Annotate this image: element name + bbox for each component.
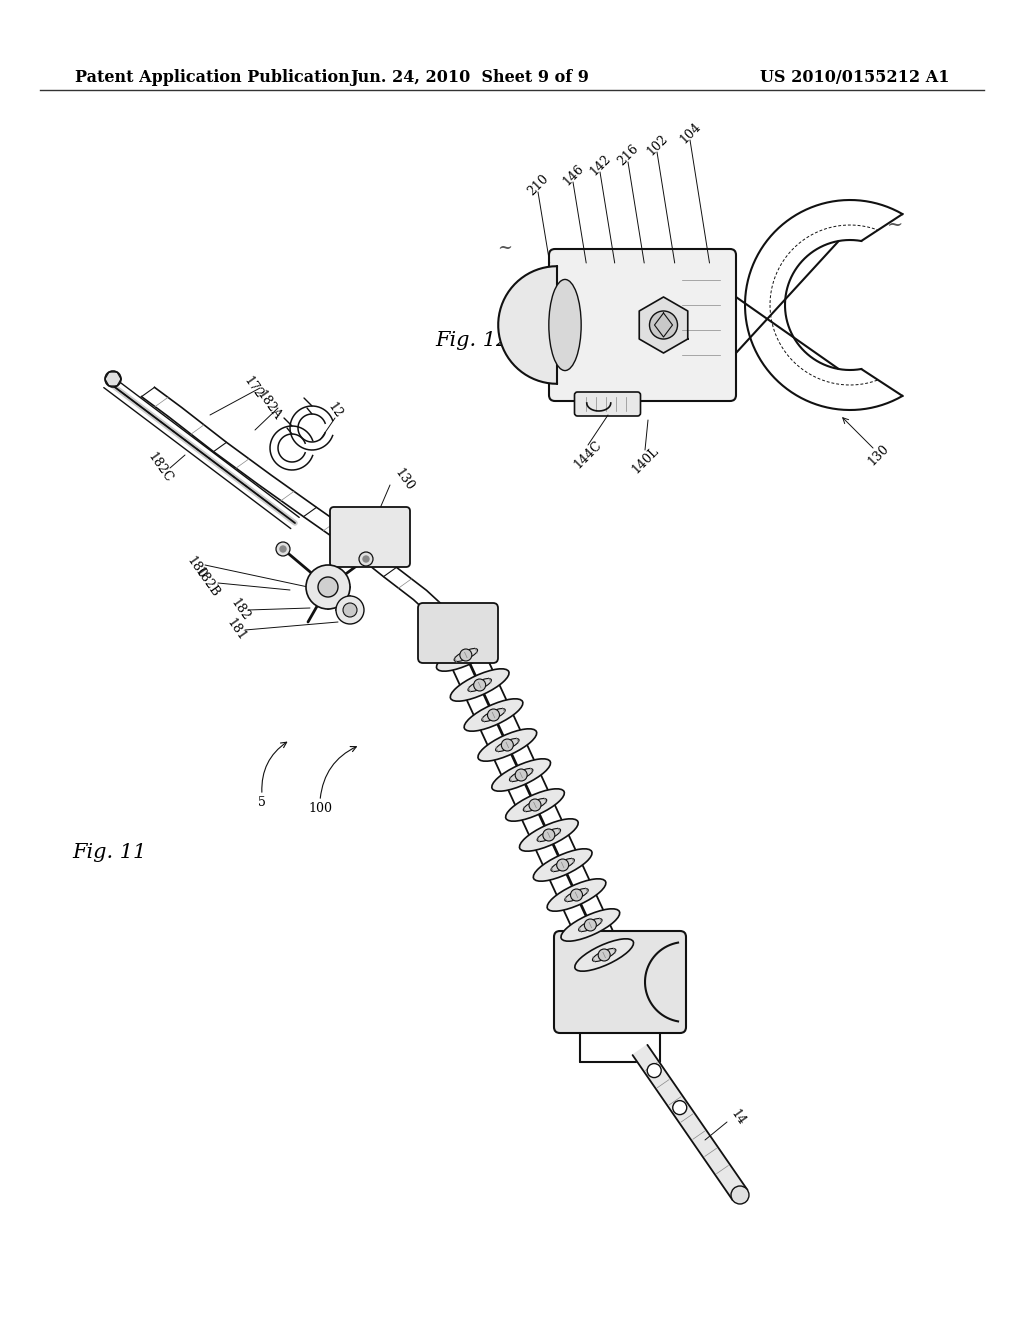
Text: ~: ~: [498, 239, 512, 257]
Text: Fig. 11: Fig. 11: [72, 842, 146, 862]
Polygon shape: [639, 297, 688, 352]
Ellipse shape: [492, 759, 551, 791]
Ellipse shape: [451, 669, 509, 701]
Circle shape: [543, 829, 555, 841]
Circle shape: [474, 678, 485, 690]
Text: 216: 216: [615, 143, 641, 168]
Circle shape: [529, 799, 541, 810]
Ellipse shape: [579, 919, 602, 932]
Circle shape: [105, 371, 121, 387]
Text: 181: 181: [223, 616, 248, 644]
Ellipse shape: [519, 818, 579, 851]
Circle shape: [359, 552, 373, 566]
Text: Fig. 12: Fig. 12: [435, 330, 509, 350]
Circle shape: [649, 312, 678, 339]
Text: 182C: 182C: [145, 450, 175, 486]
Ellipse shape: [478, 729, 537, 762]
Ellipse shape: [574, 939, 634, 972]
Circle shape: [280, 546, 286, 552]
Circle shape: [502, 739, 513, 751]
Polygon shape: [633, 1045, 748, 1200]
Circle shape: [570, 888, 583, 902]
Text: 182B: 182B: [193, 566, 222, 601]
Ellipse shape: [547, 879, 606, 911]
Ellipse shape: [436, 639, 496, 671]
Ellipse shape: [549, 280, 582, 371]
Ellipse shape: [454, 648, 477, 661]
Ellipse shape: [481, 709, 505, 722]
Text: ~: ~: [887, 216, 903, 234]
Circle shape: [647, 1064, 662, 1077]
Circle shape: [306, 565, 350, 609]
Text: 130: 130: [392, 466, 417, 494]
Ellipse shape: [523, 799, 547, 812]
Ellipse shape: [538, 829, 560, 841]
Circle shape: [276, 543, 290, 556]
Ellipse shape: [561, 908, 620, 941]
FancyBboxPatch shape: [554, 931, 686, 1034]
Circle shape: [598, 949, 610, 961]
Circle shape: [318, 577, 338, 597]
Ellipse shape: [506, 789, 564, 821]
Ellipse shape: [464, 698, 523, 731]
Circle shape: [487, 709, 500, 721]
FancyBboxPatch shape: [574, 392, 640, 416]
Ellipse shape: [496, 738, 519, 751]
FancyBboxPatch shape: [549, 249, 736, 401]
Circle shape: [673, 1101, 687, 1114]
Text: 130: 130: [865, 442, 891, 469]
Text: 102: 102: [644, 132, 670, 158]
Ellipse shape: [534, 849, 592, 882]
Ellipse shape: [593, 949, 615, 961]
Text: 146: 146: [560, 162, 586, 187]
Circle shape: [362, 556, 369, 562]
Circle shape: [460, 649, 472, 661]
Ellipse shape: [565, 888, 588, 902]
Text: 5: 5: [258, 796, 266, 808]
Text: 182: 182: [227, 597, 252, 623]
Text: Patent Application Publication: Patent Application Publication: [75, 70, 350, 87]
Ellipse shape: [509, 768, 532, 781]
Text: 12: 12: [326, 400, 345, 420]
Text: 210: 210: [525, 172, 551, 198]
Text: 104: 104: [677, 120, 703, 147]
Circle shape: [585, 919, 596, 931]
Text: US 2010/0155212 A1: US 2010/0155212 A1: [761, 70, 950, 87]
Circle shape: [731, 1185, 749, 1204]
Text: 182A: 182A: [254, 388, 283, 422]
Text: 140L: 140L: [629, 444, 662, 477]
FancyBboxPatch shape: [418, 603, 498, 663]
Text: 14: 14: [728, 1107, 748, 1129]
Text: 142: 142: [587, 152, 613, 178]
Text: Jun. 24, 2010  Sheet 9 of 9: Jun. 24, 2010 Sheet 9 of 9: [350, 70, 590, 87]
Polygon shape: [499, 267, 557, 384]
Text: 180: 180: [183, 554, 208, 582]
Circle shape: [515, 770, 527, 781]
FancyBboxPatch shape: [330, 507, 410, 568]
Ellipse shape: [551, 858, 574, 871]
Text: 172: 172: [241, 375, 265, 401]
Circle shape: [343, 603, 357, 616]
Circle shape: [557, 859, 568, 871]
Ellipse shape: [468, 678, 492, 692]
Text: 100: 100: [308, 801, 332, 814]
Circle shape: [336, 597, 364, 624]
Text: 144C: 144C: [571, 438, 604, 471]
